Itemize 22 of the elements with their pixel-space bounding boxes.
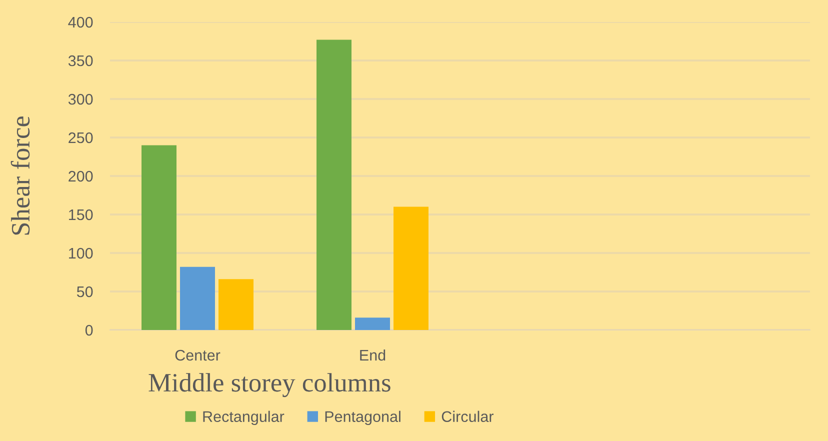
legend-label: Pentagonal <box>325 410 400 426</box>
y-tick-label: 150 <box>69 209 93 220</box>
legend-label: Rectangular <box>203 410 284 426</box>
x-tick-label: Center <box>175 350 220 361</box>
y-tick-label: 200 <box>68 170 93 182</box>
y-axis-title: Shear force <box>10 116 30 235</box>
bar <box>355 318 390 330</box>
bar <box>394 206 428 330</box>
y-tick-label: 100 <box>69 248 93 259</box>
x-axis-title: Middle storey columns <box>148 373 390 398</box>
y-tick-label: 50 <box>76 286 93 298</box>
bar <box>316 40 352 330</box>
y-tick-label: 250 <box>68 132 93 144</box>
y-tick-label: 400 <box>68 16 93 28</box>
legend-label: Circular <box>442 410 494 422</box>
y-tick-label: 350 <box>68 55 93 66</box>
y-tick-label: 0 <box>85 324 93 336</box>
bar <box>218 279 254 330</box>
x-tick-label: End <box>360 349 386 361</box>
y-tick-label: 300 <box>68 94 93 105</box>
bar <box>180 266 215 330</box>
bar <box>142 145 176 330</box>
